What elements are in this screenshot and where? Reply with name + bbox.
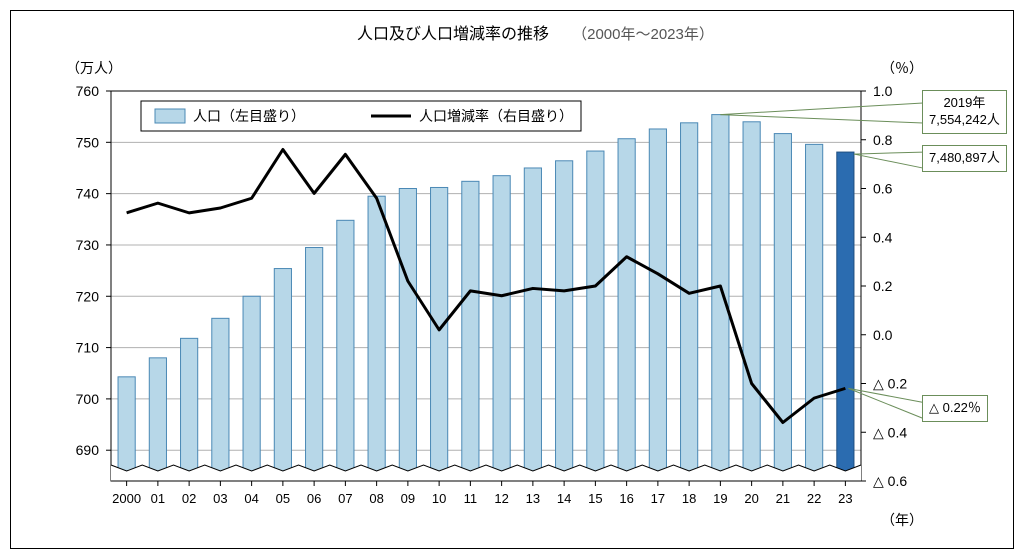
svg-text:19: 19: [713, 491, 727, 506]
svg-text:690: 690: [76, 442, 100, 458]
svg-text:（年）: （年）: [881, 512, 923, 528]
svg-text:21: 21: [776, 491, 790, 506]
bar: [587, 151, 604, 481]
chart-stage: 人口及び人口増減率の推移 （2000年～2023年） （万人） （％） （年） 690 70…: [0, 0, 1024, 559]
svg-text:15: 15: [588, 491, 602, 506]
svg-text:700: 700: [76, 391, 100, 407]
svg-text:0.0: 0.0: [873, 327, 893, 343]
bar: [806, 144, 823, 481]
svg-text:01: 01: [151, 491, 165, 506]
svg-text:750: 750: [76, 134, 100, 150]
svg-text:1.0: 1.0: [873, 83, 893, 99]
svg-text:04: 04: [244, 491, 258, 506]
svg-text:16: 16: [619, 491, 633, 506]
svg-text:760: 760: [76, 83, 100, 99]
svg-text:720: 720: [76, 288, 100, 304]
svg-text:18: 18: [682, 491, 696, 506]
svg-text:07: 07: [338, 491, 352, 506]
svg-text:人口（左目盛り）: 人口（左目盛り）: [193, 108, 305, 124]
bar: [649, 129, 666, 481]
bar: [524, 168, 541, 481]
callout-latest-population: 7,480,897人: [922, 145, 1007, 172]
svg-text:0.6: 0.6: [873, 181, 893, 197]
svg-text:08: 08: [369, 491, 383, 506]
bar: [774, 134, 791, 481]
svg-text:09: 09: [401, 491, 415, 506]
bar: [493, 176, 510, 481]
bar: [681, 123, 698, 481]
svg-text:03: 03: [213, 491, 227, 506]
svg-text:740: 740: [76, 186, 100, 202]
svg-text:△ 0.6: △ 0.6: [873, 473, 907, 489]
bar: [212, 318, 229, 481]
bar: [274, 269, 291, 481]
svg-text:（％）: （％）: [881, 60, 923, 76]
population-chart: 人口及び人口増減率の推移 （2000年～2023年） （万人） （％） （年） 690 70…: [11, 11, 1015, 550]
bar: [337, 220, 354, 481]
bar: [618, 139, 635, 481]
svg-text:10: 10: [432, 491, 446, 506]
bar: [743, 122, 760, 481]
bar: [368, 196, 385, 481]
callout-peak-line2: 7,554,242人: [929, 112, 1000, 127]
bar: [243, 296, 260, 481]
svg-text:人口及び人口増減率の推移: 人口及び人口増減率の推移: [357, 25, 549, 43]
bar: [181, 338, 198, 481]
svg-text:20: 20: [744, 491, 758, 506]
svg-text:17: 17: [651, 491, 665, 506]
chart-frame: 人口及び人口増減率の推移 （2000年～2023年） （万人） （％） （年） 690 70…: [10, 10, 1014, 549]
callout-peak-population: 2019年 7,554,242人: [922, 90, 1007, 134]
bar: [118, 377, 135, 481]
svg-text:730: 730: [76, 237, 100, 253]
svg-text:（万人）: （万人）: [66, 60, 122, 76]
svg-text:0.4: 0.4: [873, 229, 893, 245]
bar: [149, 358, 166, 481]
rate-line: [127, 150, 846, 423]
svg-text:13: 13: [526, 491, 540, 506]
callout-latest-rate: △ 0.22％: [922, 395, 988, 422]
callout-peak-line1: 2019年: [943, 95, 985, 110]
svg-text:△ 0.4: △ 0.4: [873, 424, 907, 440]
svg-text:人口増減率（右目盛り）: 人口増減率（右目盛り）: [419, 108, 573, 124]
svg-text:12: 12: [494, 491, 508, 506]
svg-text:11: 11: [464, 491, 478, 506]
bar: [712, 115, 729, 481]
svg-text:2000: 2000: [112, 491, 141, 506]
callout-latest-rate-text: △ 0.22％: [929, 400, 981, 415]
svg-text:710: 710: [76, 340, 100, 356]
bar: [399, 189, 416, 482]
svg-text:05: 05: [276, 491, 290, 506]
svg-text:△ 0.2: △ 0.2: [873, 376, 907, 392]
svg-text:14: 14: [557, 491, 571, 506]
svg-text:0.8: 0.8: [873, 132, 893, 148]
svg-text:02: 02: [182, 491, 196, 506]
svg-text:（2000年～2023年）: （2000年～2023年）: [572, 26, 714, 43]
svg-text:0.2: 0.2: [873, 278, 893, 294]
svg-text:22: 22: [807, 491, 821, 506]
bar: [462, 181, 479, 481]
bar: [837, 152, 854, 481]
bar: [556, 161, 573, 481]
svg-text:23: 23: [838, 491, 852, 506]
bar: [431, 187, 448, 481]
svg-text:06: 06: [307, 491, 321, 506]
callout-latest-pop-text: 7,480,897人: [929, 150, 1000, 165]
bar: [306, 248, 323, 481]
